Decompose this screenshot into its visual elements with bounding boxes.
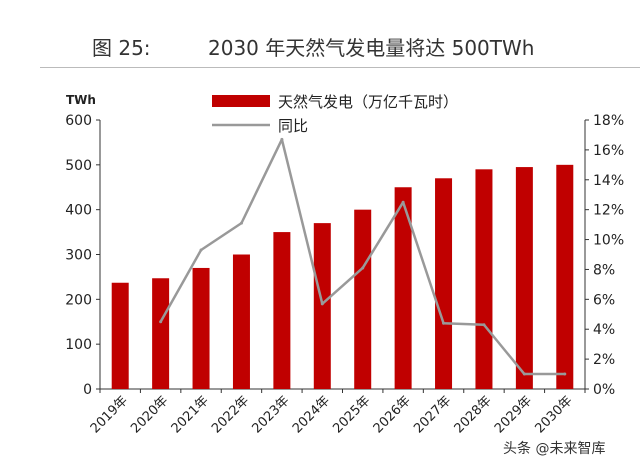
yoy-point [280, 137, 284, 141]
yoy-point [159, 320, 163, 324]
x-tick-label: 2021年 [169, 393, 212, 436]
right-tick-label: 16% [593, 143, 624, 159]
yoy-point [239, 221, 243, 225]
x-tick-label: 2023年 [250, 393, 293, 436]
yoy-point [522, 372, 526, 376]
x-tick-label: 2026年 [371, 393, 414, 436]
yoy-point [401, 200, 405, 204]
bar [556, 164, 574, 389]
x-tick-label: 2027年 [411, 393, 454, 436]
right-tick-label: 10% [593, 233, 624, 249]
legend-label-bar: 天然气发电（万亿千瓦时） [278, 93, 458, 111]
legend-swatch-bar [212, 95, 270, 107]
left-tick-label: 300 [65, 248, 92, 264]
legend-label-line: 同比 [278, 117, 308, 135]
right-tick-label: 14% [593, 173, 624, 189]
title-divider [40, 67, 640, 68]
yoy-point [320, 302, 324, 306]
left-tick-label: 100 [65, 337, 92, 353]
bar [273, 232, 291, 389]
figure-title: 图 25: 2030 年天然气发电量将达 500TWh [0, 26, 640, 66]
left-tick-label: 500 [65, 158, 92, 174]
bar [475, 169, 493, 389]
yoy-point [361, 266, 365, 270]
left-axis-unit: TWh [66, 93, 96, 107]
x-tick-label: 2025年 [330, 393, 373, 436]
bar [515, 167, 533, 389]
yoy-point [482, 323, 486, 327]
right-tick-label: 2% [593, 352, 615, 368]
right-tick-label: 8% [593, 262, 615, 278]
bar [313, 223, 331, 389]
figure-title-text: 2030 年天然气发电量将达 500TWh [208, 36, 535, 60]
right-tick-label: 0% [593, 382, 615, 398]
yoy-point [442, 321, 446, 325]
right-tick-label: 18% [593, 113, 624, 129]
left-tick-label: 400 [65, 203, 92, 219]
left-tick-label: 200 [65, 292, 92, 308]
x-tick-label: 2030年 [532, 393, 575, 436]
bar [111, 282, 129, 389]
bar [354, 209, 372, 389]
bar [394, 187, 412, 389]
x-tick-label: 2029年 [492, 393, 535, 436]
x-tick-label: 2024年 [290, 393, 333, 436]
x-tick-label: 2020年 [128, 393, 171, 436]
left-tick-label: 600 [65, 113, 92, 129]
bar [435, 178, 453, 389]
bar [152, 278, 170, 389]
figure-number: 图 25: [92, 36, 151, 60]
watermark: 头条 @未来智库 [503, 441, 606, 457]
right-tick-label: 6% [593, 292, 615, 308]
right-tick-label: 12% [593, 203, 624, 219]
right-tick-label: 4% [593, 322, 615, 338]
bar [192, 267, 210, 389]
x-tick-label: 2019年 [88, 393, 131, 436]
left-tick-label: 0 [83, 382, 92, 398]
x-tick-label: 2022年 [209, 393, 252, 436]
yoy-point [563, 372, 567, 376]
x-tick-label: 2028年 [452, 393, 495, 436]
bar [232, 254, 250, 389]
yoy-point [199, 248, 203, 252]
